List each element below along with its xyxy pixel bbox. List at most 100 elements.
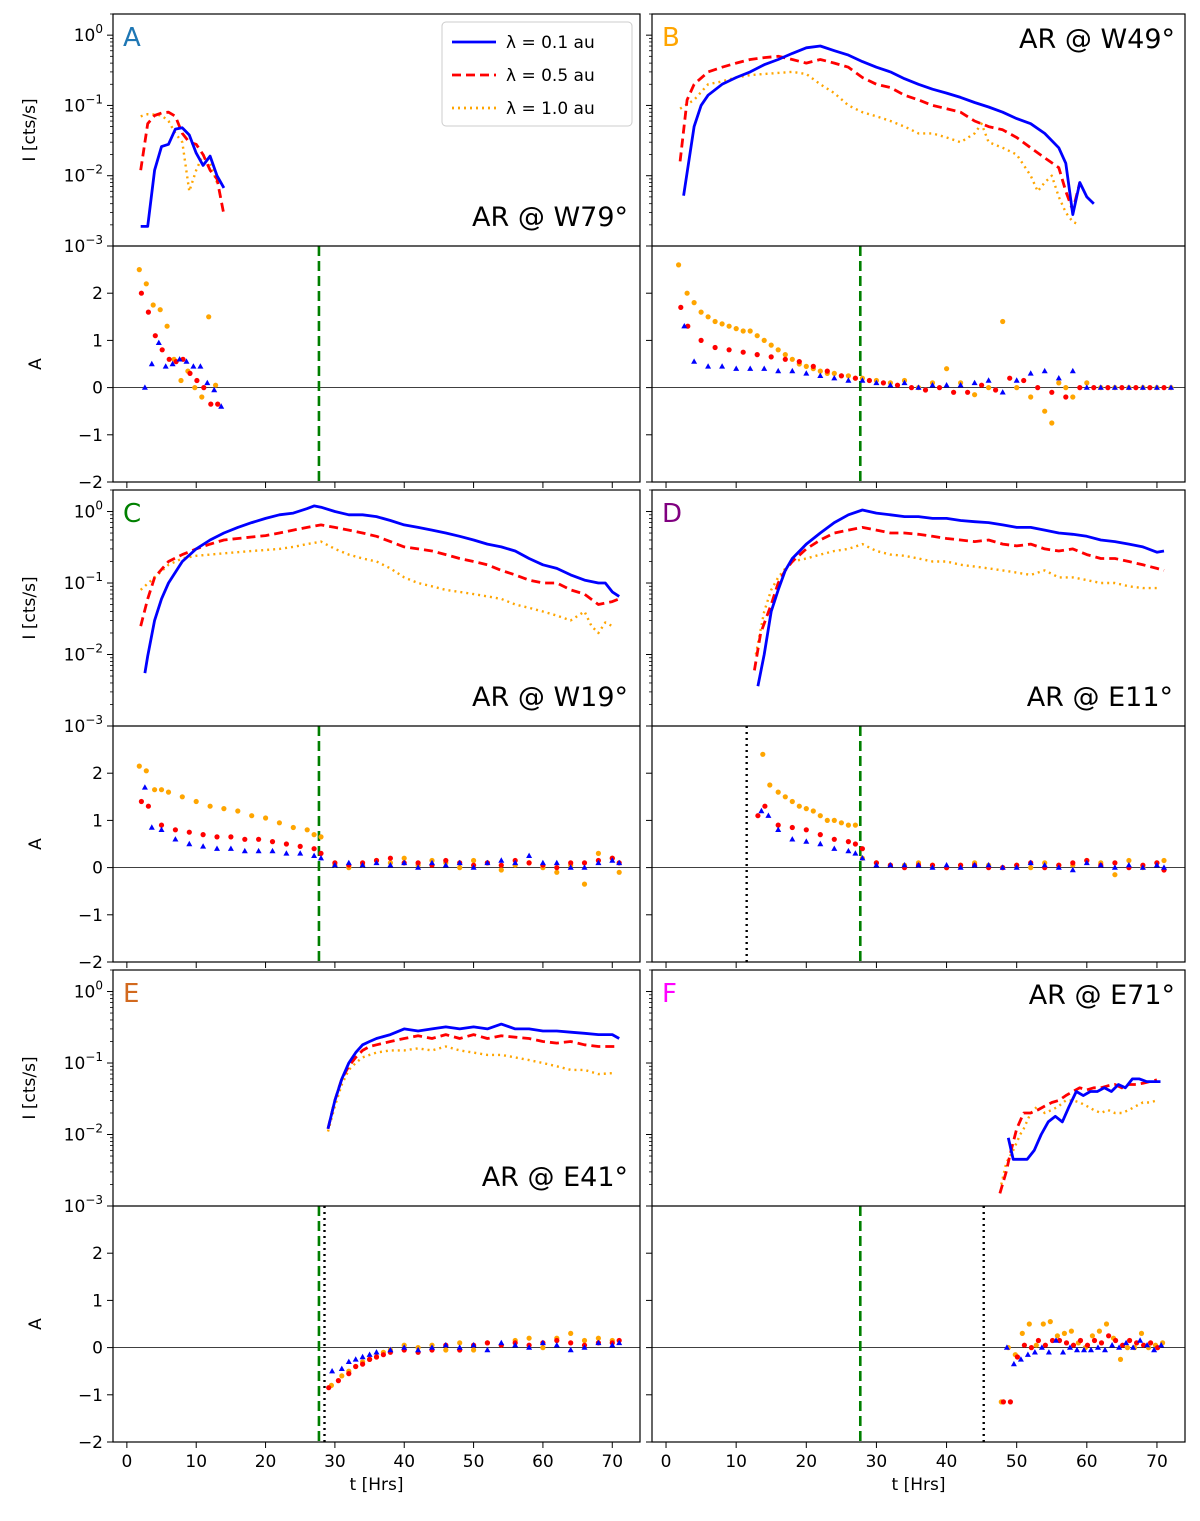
asymmetry-point-s10 (318, 834, 324, 840)
asymmetry-point-s10 (152, 787, 158, 793)
asymmetry-point-s10 (838, 820, 845, 826)
asymmetry-point-s10 (526, 1335, 532, 1341)
asymmetry-point-s10 (136, 267, 142, 273)
asymmetry-tick-label: 2 (92, 284, 103, 304)
intensity-line-s05 (139, 523, 620, 627)
asymmetry-point-s01 (887, 382, 894, 388)
asymmetry-point-s05 (283, 841, 289, 847)
asymmetry-point-s01 (1161, 864, 1167, 870)
tick-exponent: 0 (95, 499, 103, 513)
tick-exponent: −3 (85, 713, 103, 727)
asymmetry-point-s01 (567, 1346, 574, 1353)
panel-annotation: AR @ E41° (482, 1162, 628, 1193)
asymmetry-point-s10 (311, 832, 317, 838)
asymmetry-point-s10 (206, 314, 212, 320)
asymmetry-point-s10 (1124, 1345, 1131, 1351)
asymmetry-point-s01 (915, 862, 922, 868)
asymmetry-point-s01 (765, 812, 772, 818)
asymmetry-point-s10 (810, 808, 816, 814)
asymmetry-point-s10 (457, 865, 463, 871)
asymmetry-point-s10 (740, 328, 746, 334)
legend: λ = 0.1 au λ = 0.5 au λ = 1.0 au (441, 21, 633, 127)
asymmetry-point-s01 (581, 1344, 588, 1350)
asymmetry-point-s01 (1137, 1337, 1144, 1343)
x-tick-label: 20 (255, 1452, 277, 1472)
asymmetry-point-s10 (136, 763, 142, 769)
asymmetry-point-s01 (1024, 1351, 1031, 1357)
asymmetry-point-s01 (148, 360, 155, 367)
asymmetry-point-s01 (581, 864, 588, 870)
asymmetry-point-s01 (429, 1344, 435, 1350)
asymmetry-point-s10 (676, 262, 682, 268)
asymmetry-point-s01 (366, 1351, 373, 1357)
tick-exponent: −1 (85, 92, 103, 106)
asymmetry-point-s01 (1027, 370, 1034, 376)
asymmetry-point-s05 (796, 359, 802, 365)
asymmetry-point-s10 (1042, 408, 1048, 414)
asymmetry-point-s01 (1041, 367, 1048, 374)
asymmetry-point-s05 (979, 382, 985, 388)
intensity-axis-label: I [cts/s] (20, 98, 40, 161)
asymmetry-point-s01 (172, 836, 179, 842)
asymmetry-point-s05 (554, 1337, 560, 1344)
tick-base: 10 (64, 1126, 86, 1146)
panel-annotation: AR @ W79° (472, 202, 628, 233)
asymmetry-point-s01 (1069, 367, 1076, 374)
asymmetry-point-s10 (831, 817, 837, 824)
x-tick-label: 0 (661, 1452, 672, 1472)
intensity-tick-label: 10−2 (64, 642, 103, 666)
asymmetry-point-s01 (1017, 1356, 1024, 1362)
asymmetry-point-s05 (859, 846, 866, 852)
asymmetry-point-s01 (387, 862, 394, 868)
x-tick-label: 40 (393, 1452, 415, 1472)
asymmetry-point-s05 (1161, 385, 1167, 391)
panel-letter: A (123, 23, 141, 53)
panel-b: B AR @ W49° (646, 13, 1186, 488)
asymmetry-point-s01 (169, 360, 176, 367)
asymmetry-point-s01 (484, 1346, 491, 1353)
asymmetry-point-s10 (1161, 857, 1167, 864)
asymmetry-point-s05 (951, 389, 957, 395)
asymmetry-tick-label: −2 (78, 473, 103, 493)
asymmetry-point-s01 (1027, 859, 1034, 866)
asymmetry-point-s05 (568, 1340, 574, 1346)
asymmetry-point-s05 (1063, 1340, 1070, 1346)
asymmetry-point-s01 (456, 859, 463, 866)
asymmetry-point-s05 (838, 373, 845, 379)
asymmetry-point-s10 (263, 815, 269, 821)
asymmetry-point-s05 (803, 827, 809, 833)
asymmetry-point-s10 (290, 824, 296, 831)
x-tick-label: 20 (795, 1452, 817, 1472)
asymmetry-point-s05 (824, 368, 830, 374)
legend-label: λ = 0.5 au (506, 66, 595, 86)
asymmetry-point-s10 (845, 373, 852, 379)
asymmetry-point-s10 (471, 1347, 477, 1353)
intensity-plot-area (139, 504, 620, 674)
intensity-tick-label: 10−1 (64, 570, 103, 594)
asymmetry-point-s01 (1081, 1346, 1087, 1353)
asymmetry-point-s10 (143, 281, 149, 287)
asymmetry-point-s05 (755, 813, 761, 819)
asymmetry-point-s10 (179, 794, 185, 800)
asymmetry-point-s05 (1070, 1342, 1077, 1348)
intensity-tick-label: 10−3 (64, 233, 103, 257)
asymmetry-point-s10 (1028, 865, 1034, 871)
intensity-tick-label: 100 (74, 979, 103, 1003)
asymmetry-point-s10 (1117, 1356, 1124, 1362)
asymmetry-point-s01 (498, 1339, 505, 1346)
asymmetry-point-s10 (789, 356, 795, 362)
asymmetry-point-s01 (817, 372, 824, 378)
asymmetry-point-s10 (817, 368, 823, 374)
asymmetry-tick-label: 2 (92, 1244, 103, 1264)
asymmetry-point-s10 (157, 307, 163, 313)
asymmetry-point-s01 (183, 358, 190, 364)
asymmetry-point-s01 (1013, 864, 1020, 870)
asymmetry-point-s10 (178, 377, 184, 384)
asymmetry-point-s05 (186, 829, 192, 835)
asymmetry-point-s01 (747, 365, 754, 371)
asymmetry-point-s01 (595, 859, 602, 866)
asymmetry-point-s05 (526, 860, 532, 866)
asymmetry-point-s05 (256, 836, 262, 842)
asymmetry-point-s05 (373, 1354, 380, 1360)
